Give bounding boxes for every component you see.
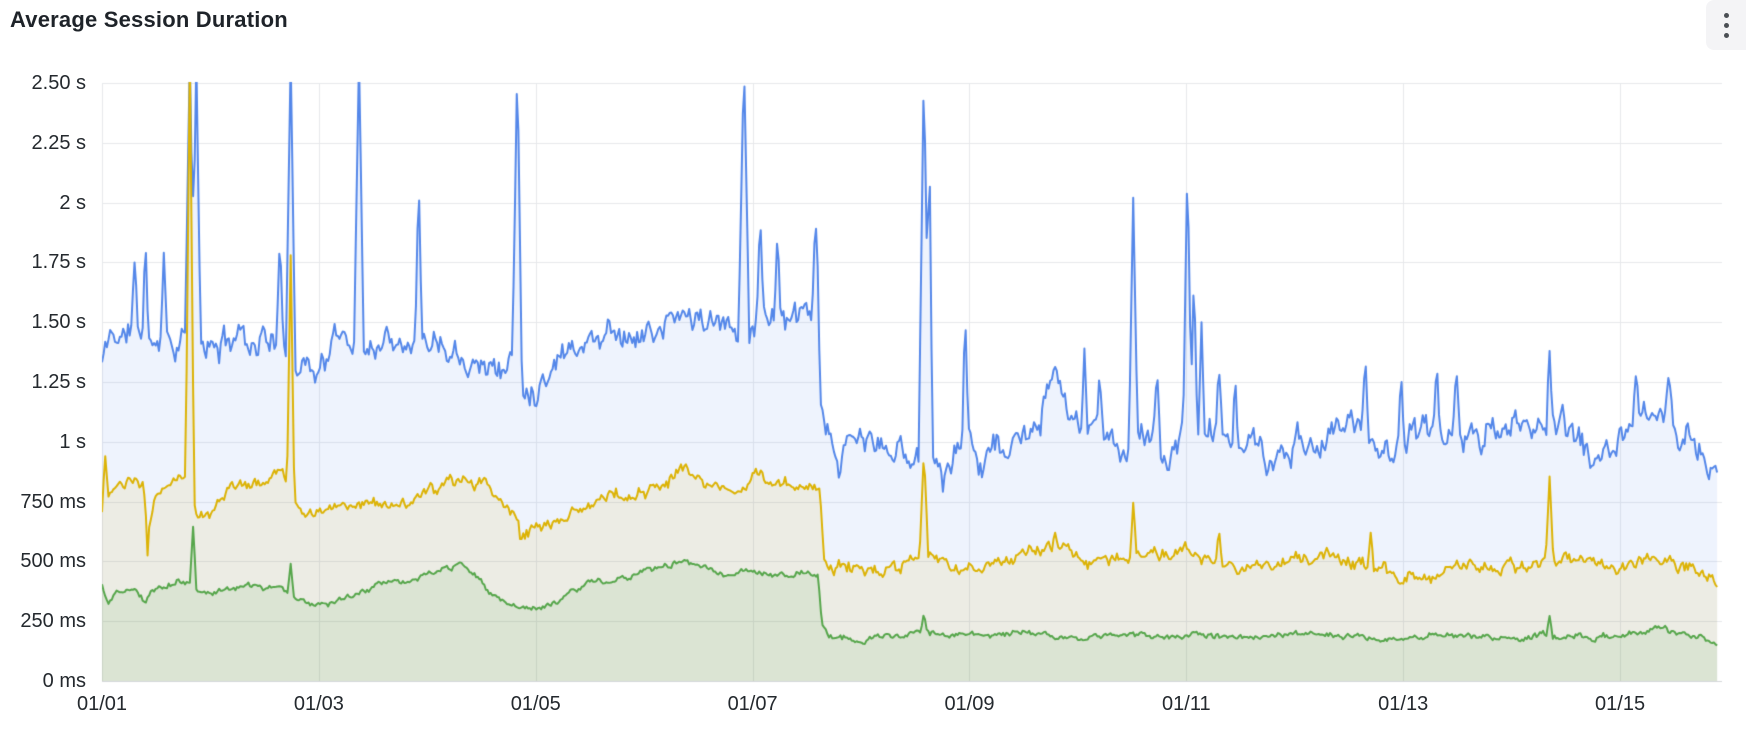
y-axis-tick-label: 2 s bbox=[59, 191, 86, 214]
time-series-canvas[interactable] bbox=[0, 52, 1746, 734]
x-axis-tick-label: 01/07 bbox=[727, 693, 778, 715]
x-axis-tick-label: 01/11 bbox=[1162, 693, 1211, 715]
x-axis-tick-label: 01/09 bbox=[944, 693, 995, 715]
y-axis-tick-label: 750 ms bbox=[20, 490, 86, 513]
y-axis-tick-label: 1.50 s bbox=[31, 311, 86, 334]
x-axis-tick-label: 01/15 bbox=[1595, 693, 1646, 715]
y-axis-tick-label: 500 ms bbox=[20, 550, 86, 573]
y-axis-tick-label: 2.50 s bbox=[31, 72, 86, 94]
y-axis-tick-label: 1 s bbox=[59, 430, 86, 453]
x-axis-tick-label: 01/05 bbox=[510, 693, 561, 715]
kebab-menu-icon bbox=[1723, 12, 1729, 38]
panel-title: Average Session Duration bbox=[10, 7, 288, 32]
x-axis-tick-label: 01/01 bbox=[76, 693, 128, 715]
y-axis-tick-label: 1.25 s bbox=[31, 371, 86, 393]
y-axis-tick-label: 0 ms bbox=[42, 670, 86, 692]
panel-header: Average Session Duration bbox=[0, 0, 1746, 52]
panel-menu-button[interactable] bbox=[1706, 0, 1746, 50]
x-axis-tick-label: 01/13 bbox=[1378, 693, 1429, 715]
y-axis-tick-label: 250 ms bbox=[20, 610, 86, 633]
x-axis-tick-label: 01/03 bbox=[293, 693, 344, 715]
y-axis-tick-label: 2.25 s bbox=[31, 131, 86, 154]
y-axis-tick-label: 1.75 s bbox=[31, 251, 86, 274]
chart-area: 0 ms 250 ms 500 ms 750 ms 1 s 1.25 s 1.50 s 1.7… bbox=[0, 52, 1746, 734]
